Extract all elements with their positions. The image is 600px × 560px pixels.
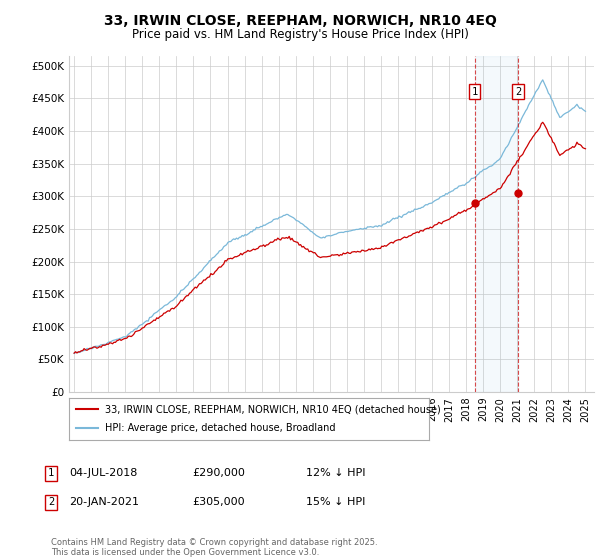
Text: 2: 2: [515, 87, 521, 97]
Text: £305,000: £305,000: [192, 497, 245, 507]
Text: 33, IRWIN CLOSE, REEPHAM, NORWICH, NR10 4EQ: 33, IRWIN CLOSE, REEPHAM, NORWICH, NR10 …: [104, 14, 496, 28]
Text: 1: 1: [472, 87, 478, 97]
Text: £290,000: £290,000: [192, 468, 245, 478]
Text: 2: 2: [48, 497, 54, 507]
Text: 15% ↓ HPI: 15% ↓ HPI: [306, 497, 365, 507]
Text: HPI: Average price, detached house, Broadland: HPI: Average price, detached house, Broa…: [105, 423, 335, 433]
Bar: [475, 56, 518, 392]
Text: 04-JUL-2018: 04-JUL-2018: [69, 468, 137, 478]
Text: 20-JAN-2021: 20-JAN-2021: [69, 497, 139, 507]
Text: 12% ↓ HPI: 12% ↓ HPI: [306, 468, 365, 478]
Text: 1: 1: [48, 468, 54, 478]
Text: Contains HM Land Registry data © Crown copyright and database right 2025.
This d: Contains HM Land Registry data © Crown c…: [51, 538, 377, 557]
Text: Price paid vs. HM Land Registry's House Price Index (HPI): Price paid vs. HM Land Registry's House …: [131, 28, 469, 41]
Text: 33, IRWIN CLOSE, REEPHAM, NORWICH, NR10 4EQ (detached house): 33, IRWIN CLOSE, REEPHAM, NORWICH, NR10 …: [105, 404, 441, 414]
